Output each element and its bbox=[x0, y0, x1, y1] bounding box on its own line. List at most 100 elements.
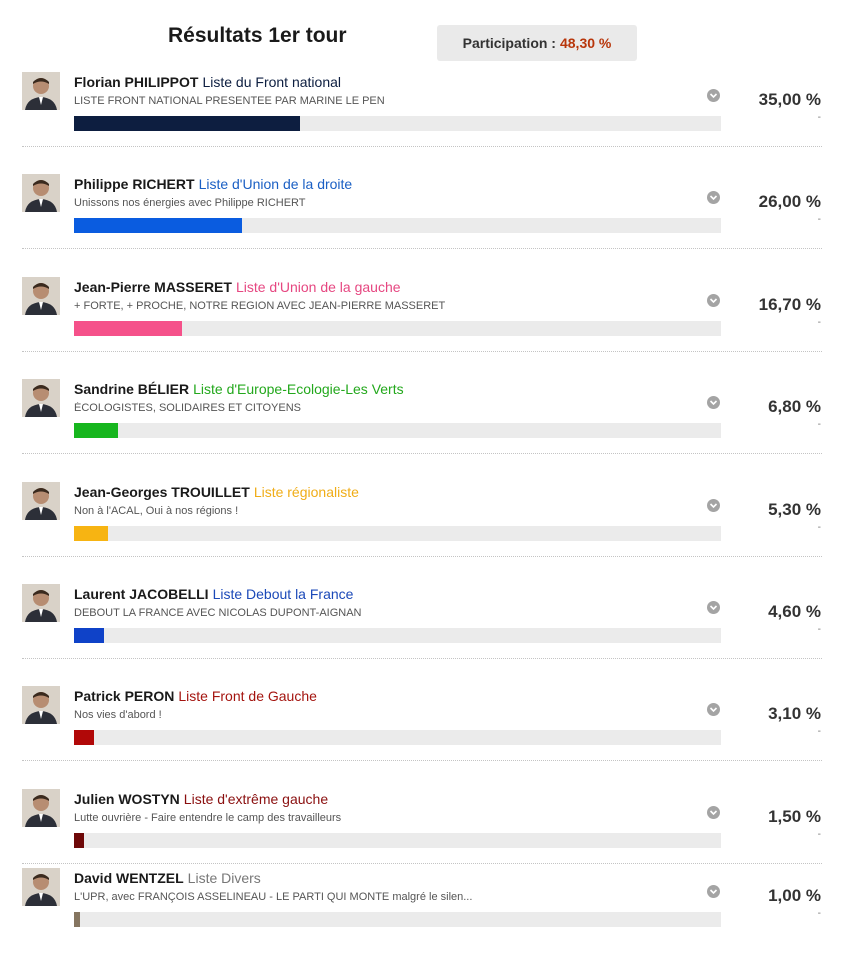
chevron-down-icon[interactable] bbox=[707, 396, 720, 409]
candidate-name: Patrick PERON bbox=[74, 688, 175, 704]
chevron-down-icon[interactable] bbox=[707, 191, 720, 204]
result-change: - bbox=[817, 419, 821, 430]
chevron-down-icon[interactable] bbox=[707, 806, 720, 819]
list-slogan: L'UPR, avec FRANÇOIS ASSELINEAU - LE PAR… bbox=[74, 891, 473, 903]
chevron-down-icon[interactable] bbox=[707, 703, 720, 716]
result-percentage: 16,70 % bbox=[758, 295, 821, 314]
result-bar bbox=[74, 218, 243, 233]
chevron-down-icon[interactable] bbox=[707, 294, 720, 307]
result-percentage: 1,00 % bbox=[768, 886, 821, 905]
candidate-name: Florian PHILIPPOT bbox=[74, 74, 199, 90]
candidate-name: Philippe RICHERT bbox=[74, 176, 195, 192]
chevron-down-icon[interactable] bbox=[707, 601, 720, 614]
candidate-heading: Sandrine BÉLIER Liste d'Europe-Ecologie-L… bbox=[74, 381, 404, 397]
candidate-heading: Patrick PERON Liste Front de Gauche bbox=[74, 688, 317, 704]
candidate-photo bbox=[22, 482, 60, 520]
result-bar bbox=[74, 628, 104, 643]
list-slogan: ÉCOLOGISTES, SOLIDAIRES ET CITOYENS bbox=[74, 402, 301, 414]
candidate-photo bbox=[22, 174, 60, 212]
candidate-heading: Florian PHILIPPOT Liste du Front national bbox=[74, 74, 341, 90]
result-change: - bbox=[817, 112, 821, 123]
list-slogan: LISTE FRONT NATIONAL PRESENTEE PAR MARIN… bbox=[74, 95, 385, 107]
chevron-down-icon[interactable] bbox=[707, 885, 720, 898]
row-divider bbox=[22, 146, 822, 147]
result-bar-track bbox=[74, 628, 721, 643]
candidate-heading: David WENTZEL Liste Divers bbox=[74, 870, 261, 886]
result-change: - bbox=[817, 908, 821, 919]
result-bar bbox=[74, 116, 301, 131]
list-name: Liste d'Union de la droite bbox=[198, 176, 353, 192]
result-percentage: 4,60 % bbox=[768, 602, 821, 621]
candidate-name: Julien WOSTYN bbox=[74, 791, 180, 807]
candidate-row: Patrick PERON Liste Front de Gauche Nos vi… bbox=[0, 684, 853, 774]
chevron-down-icon[interactable] bbox=[707, 89, 720, 102]
candidate-heading: Laurent JACOBELLI Liste Debout la France bbox=[74, 586, 353, 602]
list-name: Liste Front de Gauche bbox=[178, 688, 317, 704]
result-change: - bbox=[817, 829, 821, 840]
result-percentage: 26,00 % bbox=[758, 192, 821, 211]
result-percentage: 5,30 % bbox=[768, 500, 821, 519]
result-percentage: 35,00 % bbox=[758, 90, 821, 109]
result-bar-track bbox=[74, 833, 721, 848]
result-bar bbox=[74, 912, 81, 927]
candidate-name: Sandrine BÉLIER bbox=[74, 381, 190, 397]
list-slogan: Nos vies d'abord ! bbox=[74, 709, 162, 721]
candidate-photo bbox=[22, 789, 60, 827]
row-divider bbox=[22, 760, 822, 761]
result-bar-track bbox=[74, 730, 721, 745]
candidate-photo bbox=[22, 584, 60, 622]
result-bar bbox=[74, 526, 109, 541]
result-change: - bbox=[817, 624, 821, 635]
result-bar-track bbox=[74, 116, 721, 131]
candidate-row: Philippe RICHERT Liste d'Union de la droi… bbox=[0, 172, 853, 262]
candidate-heading: Philippe RICHERT Liste d'Union de la droi… bbox=[74, 176, 352, 192]
candidate-photo bbox=[22, 277, 60, 315]
candidate-heading: Jean-Pierre MASSERET Liste d'Union de la … bbox=[74, 279, 401, 295]
result-percentage: 1,50 % bbox=[768, 807, 821, 826]
list-name: Liste d'Europe-Ecologie-Les Verts bbox=[193, 381, 404, 397]
list-slogan: Lutte ouvrière - Faire entendre le camp … bbox=[74, 812, 342, 824]
result-percentage: 6,80 % bbox=[768, 397, 821, 416]
result-percentage: 3,10 % bbox=[768, 704, 821, 723]
participation-label: Participation : bbox=[462, 35, 556, 51]
candidate-row: Julien WOSTYN Liste d'extrême gauche Lutte… bbox=[0, 787, 853, 877]
candidate-row: Laurent JACOBELLI Liste Debout la France D… bbox=[0, 582, 853, 672]
result-bar-track bbox=[74, 912, 721, 927]
candidate-heading: Jean-Georges TROUILLET Liste régionaliste bbox=[74, 484, 359, 500]
result-bar-track bbox=[74, 423, 721, 438]
list-name: Liste régionaliste bbox=[253, 484, 359, 500]
list-slogan: + FORTE, + PROCHE, NOTRE REGION AVEC JEA… bbox=[74, 300, 446, 312]
list-name: Liste du Front national bbox=[202, 74, 341, 90]
result-change: - bbox=[817, 317, 821, 328]
candidate-name: David WENTZEL bbox=[74, 870, 184, 886]
result-bar bbox=[74, 321, 183, 336]
candidate-photo bbox=[22, 72, 60, 110]
candidate-row: Jean-Georges TROUILLET Liste régionaliste… bbox=[0, 480, 853, 570]
row-divider bbox=[22, 248, 822, 249]
candidate-photo bbox=[22, 686, 60, 724]
candidate-photo bbox=[22, 379, 60, 417]
list-name: Liste d'Union de la gauche bbox=[235, 279, 401, 295]
result-change: - bbox=[817, 214, 821, 225]
list-name: Liste Debout la France bbox=[212, 586, 354, 602]
chevron-down-icon[interactable] bbox=[707, 499, 720, 512]
result-change: - bbox=[817, 726, 821, 737]
candidate-row: Jean-Pierre MASSERET Liste d'Union de la … bbox=[0, 275, 853, 365]
row-divider bbox=[22, 453, 822, 454]
page-title: Résultats 1er tour bbox=[168, 24, 347, 47]
result-bar-track bbox=[74, 526, 721, 541]
row-divider bbox=[22, 863, 822, 864]
result-bar bbox=[74, 423, 118, 438]
result-bar bbox=[74, 833, 84, 848]
candidate-name: Jean-Georges TROUILLET bbox=[74, 484, 250, 500]
list-name: Liste d'extrême gauche bbox=[183, 791, 329, 807]
candidate-row: Florian PHILIPPOT Liste du Front national… bbox=[0, 70, 853, 160]
result-bar-track bbox=[74, 218, 721, 233]
participation-box: Participation : 48,30 % bbox=[437, 25, 637, 61]
result-bar-track bbox=[74, 321, 721, 336]
list-name: Liste Divers bbox=[187, 870, 261, 886]
list-slogan: Unissons nos énergies avec Philippe RICH… bbox=[74, 197, 306, 209]
row-divider bbox=[22, 556, 822, 557]
result-change: - bbox=[817, 522, 821, 533]
list-slogan: DEBOUT LA FRANCE AVEC NICOLAS DUPONT-AIG… bbox=[74, 607, 362, 619]
